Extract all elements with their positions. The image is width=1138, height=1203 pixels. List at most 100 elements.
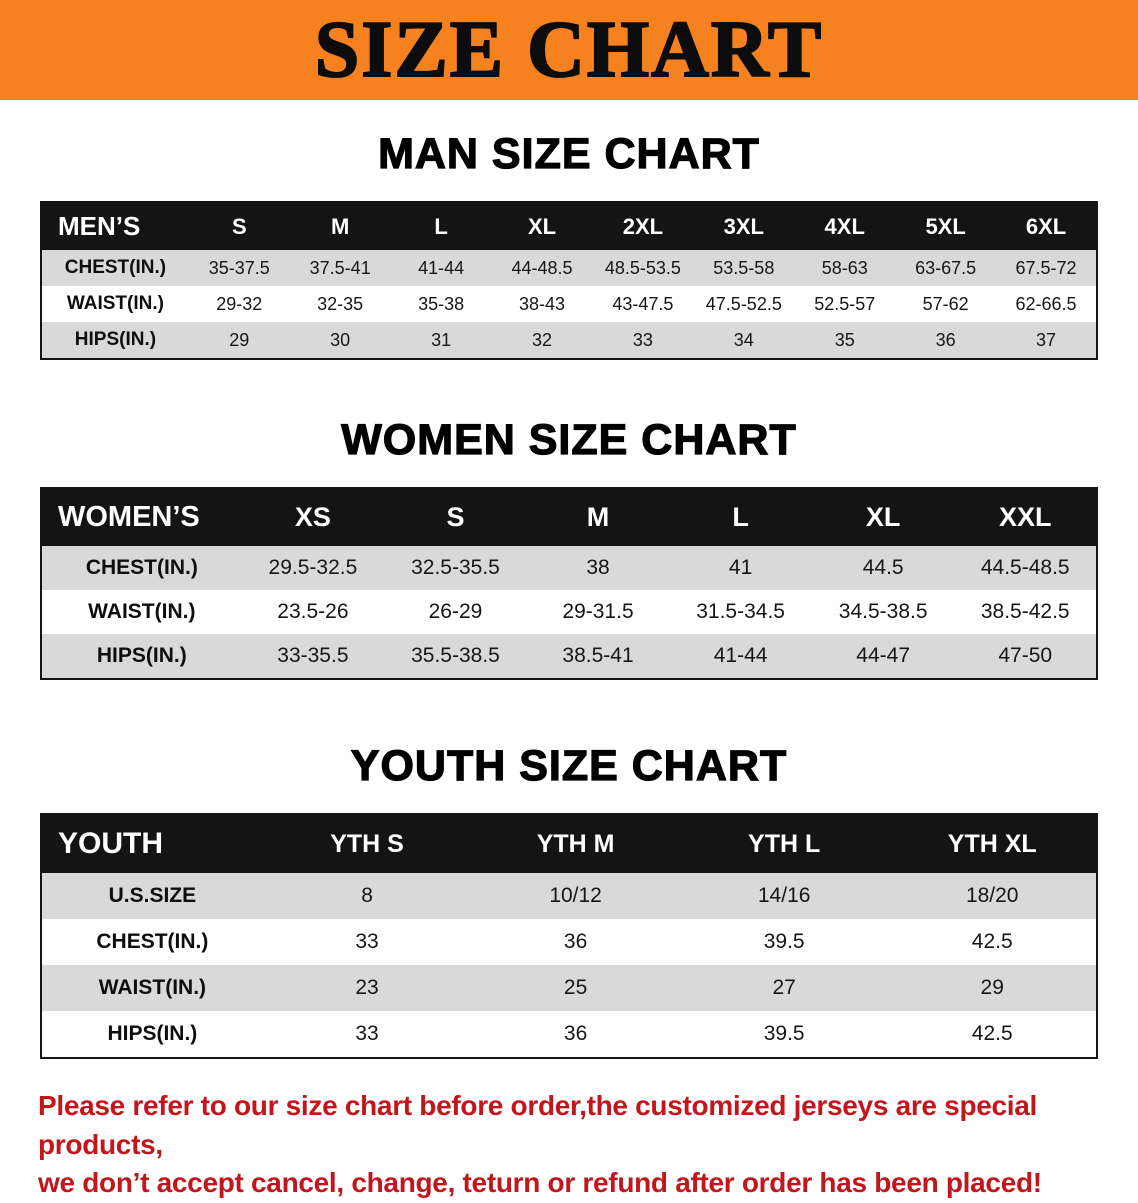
men-size-table: MEN’S S M L XL 2XL 3XL 4XL 5XL 6XL CHEST(IN.) 35-37… <box>40 201 1098 360</box>
table-header-row: WOMEN’S XS S M L XL XXL <box>41 488 1097 546</box>
size-column-header: L <box>390 202 492 250</box>
value-cell: 62-66.5 <box>996 286 1097 322</box>
value-cell: 47-50 <box>954 634 1097 679</box>
value-cell: 29 <box>188 322 290 359</box>
value-cell: 41 <box>669 546 812 590</box>
table-header-row: YOUTH YTH S YTH M YTH L YTH XL <box>41 814 1097 873</box>
value-cell: 44-47 <box>811 634 955 679</box>
value-cell: 14/16 <box>679 873 889 919</box>
value-cell: 23 <box>262 965 472 1011</box>
size-column-header: YTH XL <box>888 814 1097 873</box>
value-cell: 36 <box>471 1011 680 1058</box>
women-section-heading: WOMEN SIZE CHART <box>341 415 797 464</box>
size-column-header: XS <box>241 488 385 546</box>
value-cell: 38.5-42.5 <box>954 590 1097 634</box>
value-cell: 41-44 <box>669 634 812 679</box>
value-cell: 26-29 <box>384 590 527 634</box>
row-label: CHEST(IN.) <box>41 250 189 286</box>
size-column-header: XL <box>811 488 955 546</box>
disclaimer: Please refer to our size chart before or… <box>38 1087 1100 1203</box>
size-column-header: M <box>289 202 391 250</box>
value-cell: 37 <box>996 322 1097 359</box>
value-cell: 38.5-41 <box>526 634 670 679</box>
table-row: CHEST(IN.) 29.5-32.5 32.5-35.5 38 41 44.5 44.5… <box>41 546 1097 590</box>
value-cell: 35 <box>794 322 896 359</box>
value-cell: 10/12 <box>471 873 680 919</box>
value-cell: 48.5-53.5 <box>592 250 694 286</box>
value-cell: 29-31.5 <box>526 590 670 634</box>
value-cell: 57-62 <box>895 286 997 322</box>
value-cell: 33-35.5 <box>241 634 385 679</box>
row-label: CHEST(IN.) <box>41 546 242 590</box>
women-size-section: WOMEN SIZE CHART WOMEN’S XS S M L XL XXL CHEST(… <box>0 415 1138 680</box>
value-cell: 34.5-38.5 <box>811 590 955 634</box>
value-cell: 58-63 <box>794 250 896 286</box>
value-cell: 34 <box>693 322 795 359</box>
size-column-header: S <box>384 488 527 546</box>
value-cell: 42.5 <box>888 1011 1097 1058</box>
size-column-header: 4XL <box>794 202 896 250</box>
men-size-section: MAN SIZE CHART MEN’S S M L XL 2XL 3XL 4XL 5XL 6XL… <box>0 129 1138 360</box>
value-cell: 29.5-32.5 <box>241 546 385 590</box>
row-label: U.S.SIZE <box>41 873 263 919</box>
size-column-header: S <box>188 202 290 250</box>
table-header-row: MEN’S S M L XL 2XL 3XL 4XL 5XL 6XL <box>41 202 1097 250</box>
size-column-header: XXL <box>954 488 1097 546</box>
value-cell: 32.5-35.5 <box>384 546 527 590</box>
size-column-header: YTH L <box>679 814 889 873</box>
value-cell: 39.5 <box>679 919 889 965</box>
row-label: WAIST(IN.) <box>41 965 263 1011</box>
table-row: HIPS(IN.) 29 30 31 32 33 34 35 36 37 <box>41 322 1097 359</box>
value-cell: 37.5-41 <box>289 250 391 286</box>
value-cell: 35-37.5 <box>188 250 290 286</box>
value-cell: 18/20 <box>888 873 1097 919</box>
value-cell: 30 <box>289 322 391 359</box>
row-label: WAIST(IN.) <box>41 590 242 634</box>
size-column-header: L <box>669 488 812 546</box>
disclaimer-line-2: we don’t accept cancel, change, teturn o… <box>38 1167 1042 1199</box>
value-cell: 32-35 <box>289 286 391 322</box>
value-cell: 8 <box>262 873 472 919</box>
women-size-table: WOMEN’S XS S M L XL XXL CHEST(IN.) 29.5-32.5 32.5… <box>40 487 1098 680</box>
table-title-cell: MEN’S <box>41 202 189 250</box>
table-row: CHEST(IN.) 35-37.5 37.5-41 41-44 44-48.5 48.5… <box>41 250 1097 286</box>
value-cell: 39.5 <box>679 1011 889 1058</box>
value-cell: 32 <box>491 322 593 359</box>
table-row: HIPS(IN.) 33-35.5 35.5-38.5 38.5-41 41-44 44-… <box>41 634 1097 679</box>
row-label: HIPS(IN.) <box>41 322 189 359</box>
value-cell: 41-44 <box>390 250 492 286</box>
value-cell: 53.5-58 <box>693 250 795 286</box>
value-cell: 44.5-48.5 <box>954 546 1097 590</box>
value-cell: 36 <box>471 919 680 965</box>
row-label: CHEST(IN.) <box>41 919 263 965</box>
value-cell: 33 <box>592 322 694 359</box>
value-cell: 25 <box>471 965 680 1011</box>
table-title-cell: WOMEN’S <box>41 488 242 546</box>
value-cell: 35.5-38.5 <box>384 634 527 679</box>
value-cell: 27 <box>679 965 889 1011</box>
youth-section-heading: YOUTH SIZE CHART <box>350 741 788 790</box>
men-section-heading: MAN SIZE CHART <box>377 129 760 178</box>
value-cell: 29-32 <box>188 286 290 322</box>
value-cell: 47.5-52.5 <box>693 286 795 322</box>
value-cell: 44.5 <box>811 546 955 590</box>
table-title-cell: YOUTH <box>41 814 263 873</box>
table-row: WAIST(IN.) 23 25 27 29 <box>41 965 1097 1011</box>
size-column-header: 2XL <box>592 202 694 250</box>
value-cell: 63-67.5 <box>895 250 997 286</box>
size-column-header: YTH M <box>471 814 680 873</box>
value-cell: 52.5-57 <box>794 286 896 322</box>
value-cell: 29 <box>888 965 1097 1011</box>
size-column-header: XL <box>491 202 593 250</box>
size-column-header: M <box>526 488 670 546</box>
value-cell: 31 <box>390 322 492 359</box>
disclaimer-line-1: Please refer to our size chart before or… <box>38 1090 1038 1160</box>
size-column-header: 3XL <box>693 202 795 250</box>
table-row: WAIST(IN.) 29-32 32-35 35-38 38-43 43-47.5 47.… <box>41 286 1097 322</box>
size-column-header: YTH S <box>262 814 472 873</box>
value-cell: 38-43 <box>491 286 593 322</box>
value-cell: 67.5-72 <box>996 250 1097 286</box>
banner-title: SIZE CHART <box>314 6 824 94</box>
row-label: HIPS(IN.) <box>41 634 242 679</box>
value-cell: 23.5-26 <box>241 590 385 634</box>
